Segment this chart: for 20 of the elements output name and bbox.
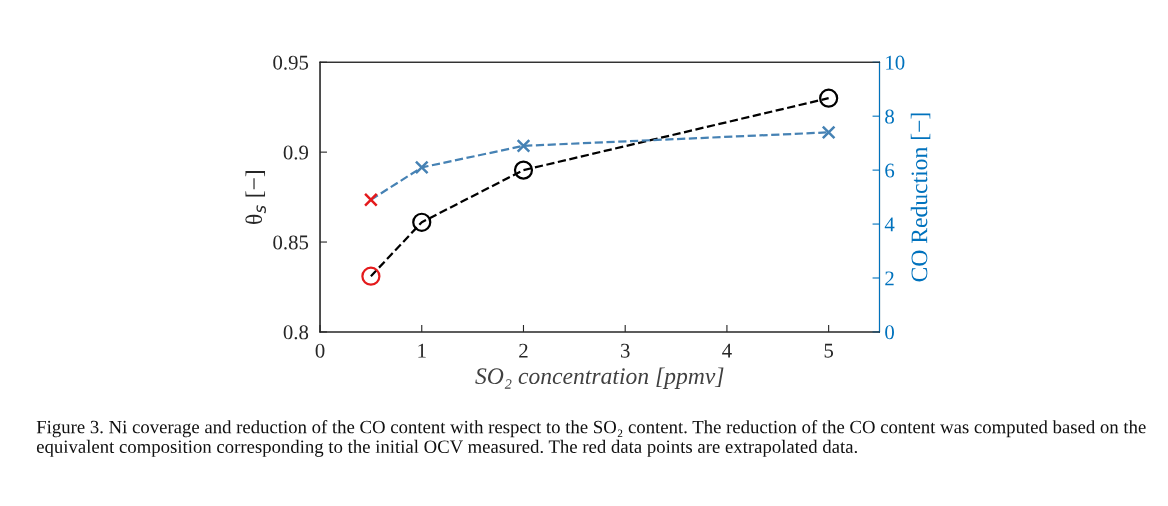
y-tick-label: 0.9 [283, 145, 309, 160]
x-tick-label: 1 [418, 343, 426, 358]
y2-tick-label: 4 [884, 217, 895, 232]
y2-tick-label: 8 [885, 109, 894, 124]
x-tick-label: 3 [620, 343, 630, 358]
y-axis-title: θ$_{s}$ [−] [245, 171, 266, 224]
y2-tick-label: 2 [885, 271, 894, 286]
x-tick-label: 4 [722, 343, 732, 358]
caption: Figure 3. Ni coverage and reduction of the CO content with respect to the SO₂ content. The reduction of the CO content was computed based on the equivalent composition corresponding to the initial OCV measured. The red data points are extrapolated data. [36, 419, 1146, 457]
y-tick-label: 0.85 [273, 235, 309, 250]
y-tick-label: 0.8 [283, 325, 309, 340]
x-axis-title: SO₂ concentration [ppmv] [475, 367, 724, 389]
x-tick-label: 5 [824, 343, 834, 358]
y2-tick-label: 6 [885, 163, 895, 178]
y2-axis-title: CO Reduction [−] [910, 113, 931, 282]
y2-tick-label: 0 [885, 325, 894, 340]
y-tick-label: 0.95 [273, 55, 309, 70]
x-tick-label: 0 [315, 343, 325, 358]
x-tick-label: 2 [519, 343, 528, 358]
y2-tick-label: 10 [886, 55, 905, 70]
